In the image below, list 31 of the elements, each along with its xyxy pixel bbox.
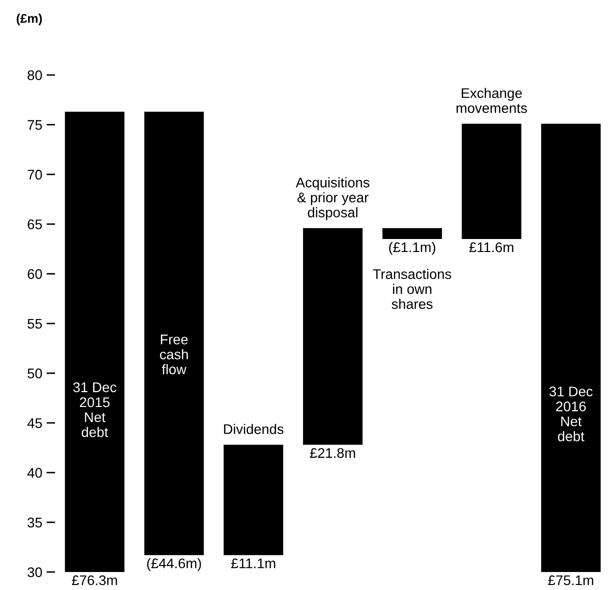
x-tick-label: Acquisitions & prior year disposal [296, 177, 370, 220]
bar [303, 228, 363, 445]
y-tick-label: 55 [28, 318, 42, 329]
y-axis-title: (£m) [16, 14, 42, 26]
x-tick-label: Dividends [224, 424, 284, 434]
x-tick-label: 31 Dec 2016 Net debt [549, 386, 593, 442]
y-tick-label: 50 [28, 368, 42, 378]
data-label: £11.6m [469, 242, 514, 252]
bar [382, 228, 442, 240]
y-tick-label: 75 [28, 120, 42, 130]
y-tick-label: 65 [28, 219, 42, 230]
data-label: £76.3m [72, 575, 117, 586]
x-tick-label: Exchange movements [456, 88, 527, 114]
y-tick-label: 30 [28, 567, 42, 578]
bar [462, 124, 522, 240]
data-label: £75.1m [548, 575, 594, 586]
bar [224, 444, 284, 556]
data-label: £11.1m [231, 558, 276, 568]
bar [144, 112, 204, 556]
x-tick-label: Free cash flow [160, 334, 188, 374]
y-tick-label: 70 [28, 170, 42, 180]
data-label: (£44.6m) [147, 558, 201, 572]
y-tick-label: 45 [27, 418, 42, 428]
y-tick-label: 35 [28, 518, 42, 528]
data-label: (£1.1m) [389, 242, 436, 255]
y-tick-label: 60 [28, 269, 42, 279]
x-tick-label: Transactions in own shares [372, 268, 452, 309]
y-tick-label: 80 [28, 70, 42, 80]
y-tick-label: 40 [27, 468, 42, 478]
x-tick-label: 31 Dec 2015 Net debt [73, 382, 116, 438]
data-label: £21.8m [310, 448, 356, 458]
